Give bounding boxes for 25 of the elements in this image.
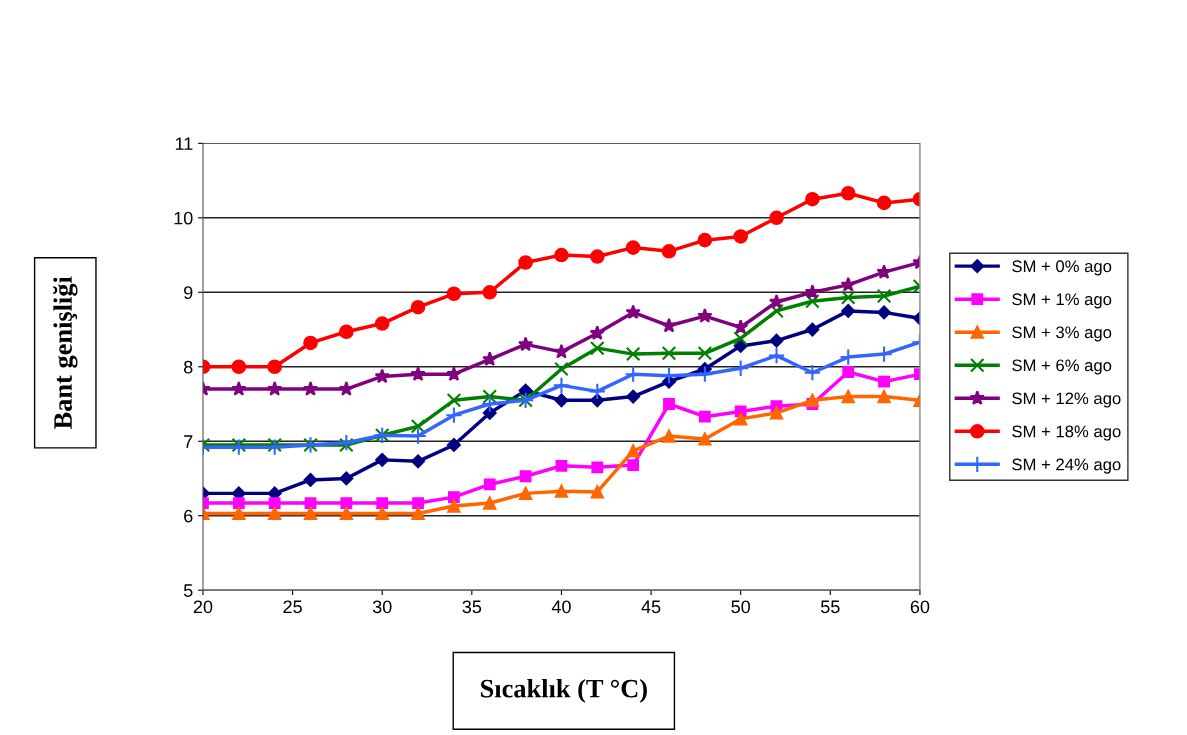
legend-label: SM + 1% ago bbox=[1012, 293, 1112, 309]
y-tick-label: 7 bbox=[184, 435, 193, 448]
y-tick-label: 6 bbox=[184, 509, 193, 523]
legend-label: SM + 18% ago bbox=[1012, 425, 1121, 441]
y-tick-label: 5 bbox=[183, 584, 193, 597]
x-tick-label: 45 bbox=[641, 600, 661, 614]
y-axis-title: Bant genişliği bbox=[53, 276, 78, 429]
x-tick-label: 30 bbox=[372, 600, 392, 614]
x-axis-title: Sıcaklık (T °C) bbox=[481, 678, 647, 703]
legend-label: SM + 6% ago bbox=[1012, 359, 1112, 375]
y-tick-label: 8 bbox=[184, 360, 193, 374]
x-tick-label: 55 bbox=[820, 600, 840, 614]
x-tick-label: 50 bbox=[731, 600, 751, 614]
y-tick-label: 11 bbox=[175, 137, 193, 150]
legend-label: SM + 12% ago bbox=[1012, 392, 1121, 408]
x-tick-label: 40 bbox=[551, 600, 571, 614]
x-tick-label: 35 bbox=[462, 600, 482, 614]
x-tick-label: 20 bbox=[193, 600, 213, 614]
y-tick-label: 9 bbox=[184, 286, 193, 300]
x-tick-label: 60 bbox=[910, 600, 930, 614]
legend-label: SM + 24% ago bbox=[1012, 458, 1121, 474]
y-tick-label: 10 bbox=[174, 211, 193, 225]
x-tick-label: 25 bbox=[283, 600, 302, 614]
legend-label: SM + 0% ago bbox=[1012, 260, 1112, 276]
legend-label: SM + 3% ago bbox=[1012, 326, 1112, 342]
